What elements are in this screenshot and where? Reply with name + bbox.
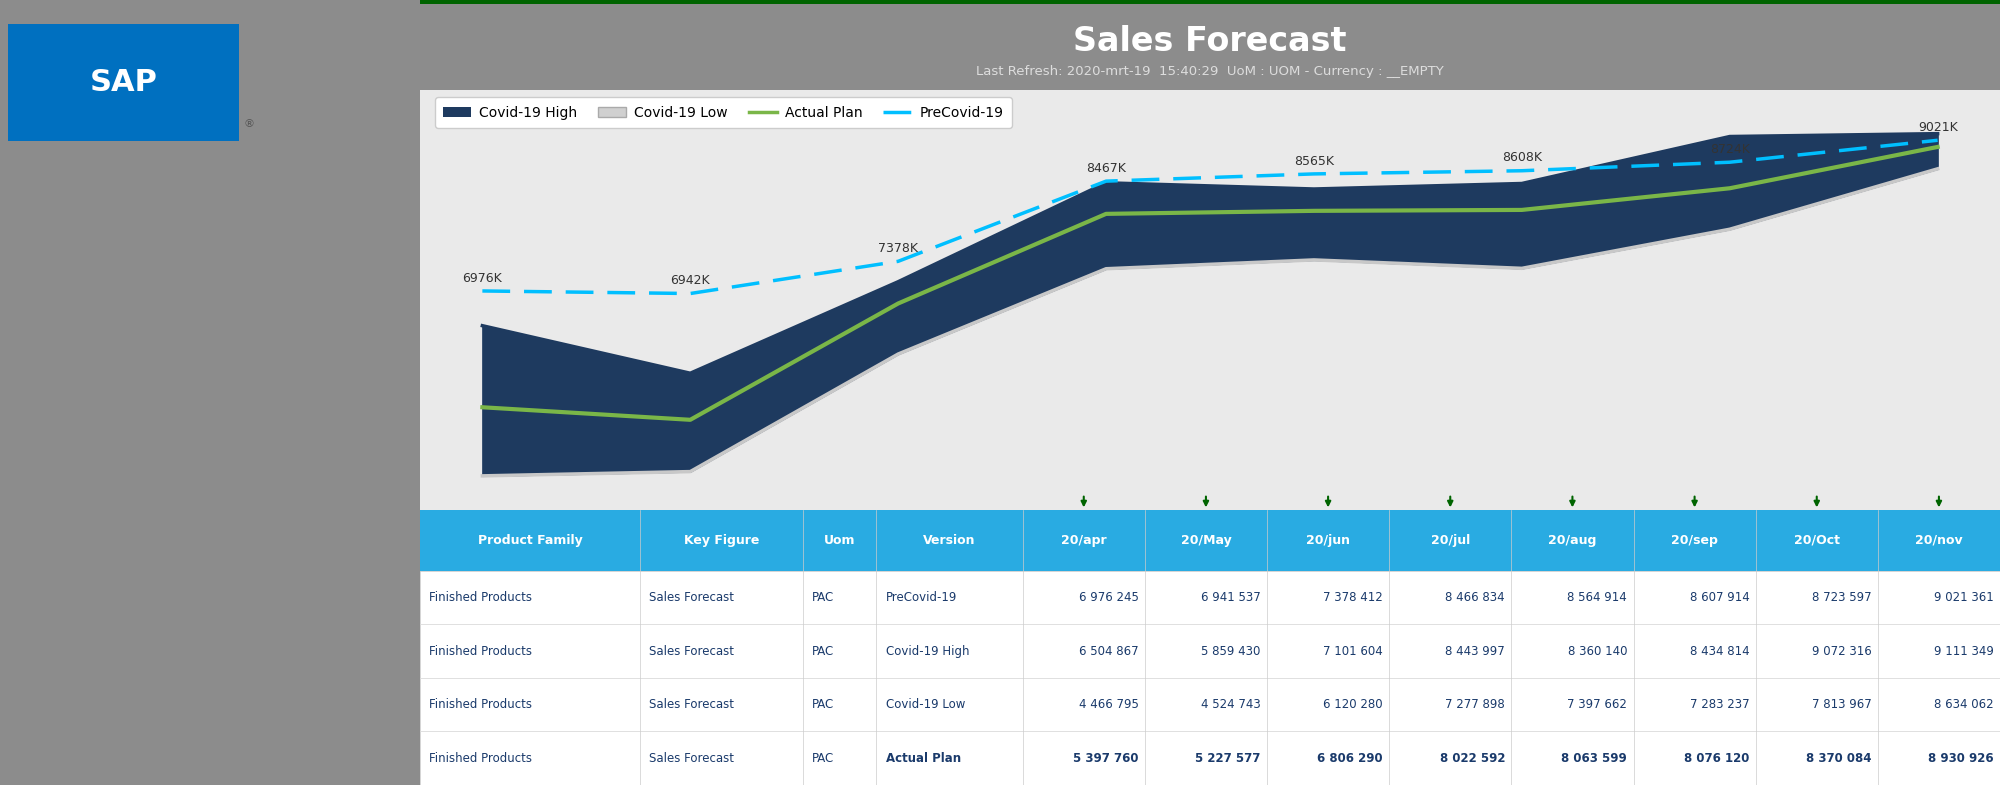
Text: 8 076 120: 8 076 120 [1684,752,1750,765]
Text: Covid-19 High: Covid-19 High [886,644,970,658]
Text: Finished Products: Finished Products [430,591,532,604]
Text: PAC: PAC [812,591,834,604]
Text: Product Family: Product Family [478,534,582,547]
Text: 6 806 290: 6 806 290 [1318,752,1382,765]
Text: 6976K: 6976K [462,272,502,285]
Text: Finished Products: Finished Products [430,698,532,711]
Text: Sales Forecast: Sales Forecast [650,698,734,711]
Text: Key Figure: Key Figure [684,534,760,547]
Text: 8608K: 8608K [1502,152,1542,165]
Text: 8 930 926: 8 930 926 [1928,752,1994,765]
Text: Last Refresh: 2020-mrt-19  15:40:29  UoM : UOM - Currency : __EMPTY: Last Refresh: 2020-mrt-19 15:40:29 UoM :… [976,65,1444,78]
Text: 8 443 997: 8 443 997 [1446,644,1506,658]
Text: Version: Version [924,534,976,547]
Text: 8 063 599: 8 063 599 [1562,752,1628,765]
Text: PAC: PAC [812,698,834,711]
Text: 7 283 237: 7 283 237 [1690,698,1750,711]
Text: 7 813 967: 7 813 967 [1812,698,1872,711]
Bar [420,677,2000,732]
Text: 6 504 867: 6 504 867 [1078,644,1138,658]
Text: Covid-19 Low: Covid-19 Low [886,698,964,711]
Text: 8 466 834: 8 466 834 [1446,591,1506,604]
Text: 8 723 597: 8 723 597 [1812,591,1872,604]
Text: 8 607 914: 8 607 914 [1690,591,1750,604]
Text: 6 976 245: 6 976 245 [1078,591,1138,604]
Text: 8 564 914: 8 564 914 [1568,591,1628,604]
Text: Finished Products: Finished Products [430,752,532,765]
Text: 20/nov: 20/nov [1916,534,1962,547]
Text: 6 941 537: 6 941 537 [1200,591,1260,604]
Text: 7378K: 7378K [878,242,918,255]
Text: 8467K: 8467K [1086,162,1126,175]
Text: 20/aug: 20/aug [1548,534,1596,547]
Text: 8 022 592: 8 022 592 [1440,752,1506,765]
Text: 20/jul: 20/jul [1430,534,1470,547]
Text: 4 524 743: 4 524 743 [1200,698,1260,711]
Bar [8,24,240,141]
Text: 8 360 140: 8 360 140 [1568,644,1628,658]
Text: 7 101 604: 7 101 604 [1324,644,1382,658]
Text: 20/sep: 20/sep [1672,534,1718,547]
Text: 6942K: 6942K [670,274,710,287]
Text: Sales Forecast: Sales Forecast [1074,25,1346,58]
Text: Sales Forecast: Sales Forecast [650,591,734,604]
Text: 7 277 898: 7 277 898 [1446,698,1506,711]
Text: 20/Oct: 20/Oct [1794,534,1840,547]
Text: 9 072 316: 9 072 316 [1812,644,1872,658]
Bar [420,0,2000,4]
Text: 20/May: 20/May [1180,534,1232,547]
Text: Finished Products: Finished Products [430,644,532,658]
Text: 20/jun: 20/jun [1306,534,1350,547]
Text: 6 120 280: 6 120 280 [1324,698,1382,711]
Text: 7 378 412: 7 378 412 [1324,591,1382,604]
Text: PAC: PAC [812,644,834,658]
Text: 8 434 814: 8 434 814 [1690,644,1750,658]
Text: Uom: Uom [824,534,856,547]
Text: 8565K: 8565K [1294,155,1334,168]
Text: 4 466 795: 4 466 795 [1078,698,1138,711]
Text: Actual Plan: Actual Plan [886,752,960,765]
Bar [420,571,2000,624]
Text: 5 227 577: 5 227 577 [1196,752,1260,765]
Bar [420,732,2000,785]
Legend: Covid-19 High, Covid-19 Low, Actual Plan, PreCovid-19: Covid-19 High, Covid-19 Low, Actual Plan… [434,97,1012,128]
Text: Sales Forecast: Sales Forecast [650,644,734,658]
Text: ®: ® [244,119,254,130]
Text: 5 397 760: 5 397 760 [1074,752,1138,765]
Text: 9 111 349: 9 111 349 [1934,644,1994,658]
Text: PreCovid-19: PreCovid-19 [886,591,956,604]
Text: SAP: SAP [90,68,158,97]
Text: 9021K: 9021K [1918,121,1958,134]
Text: Sales Forecast: Sales Forecast [650,752,734,765]
Text: 9 021 361: 9 021 361 [1934,591,1994,604]
Bar [420,624,2000,677]
Bar [420,510,2000,571]
Text: 7 397 662: 7 397 662 [1568,698,1628,711]
Text: 5 859 430: 5 859 430 [1202,644,1260,658]
Text: 8 634 062: 8 634 062 [1934,698,1994,711]
Text: 8 370 084: 8 370 084 [1806,752,1872,765]
Text: PAC: PAC [812,752,834,765]
Text: 8724K: 8724K [1710,143,1750,156]
Text: 20/apr: 20/apr [1060,534,1106,547]
